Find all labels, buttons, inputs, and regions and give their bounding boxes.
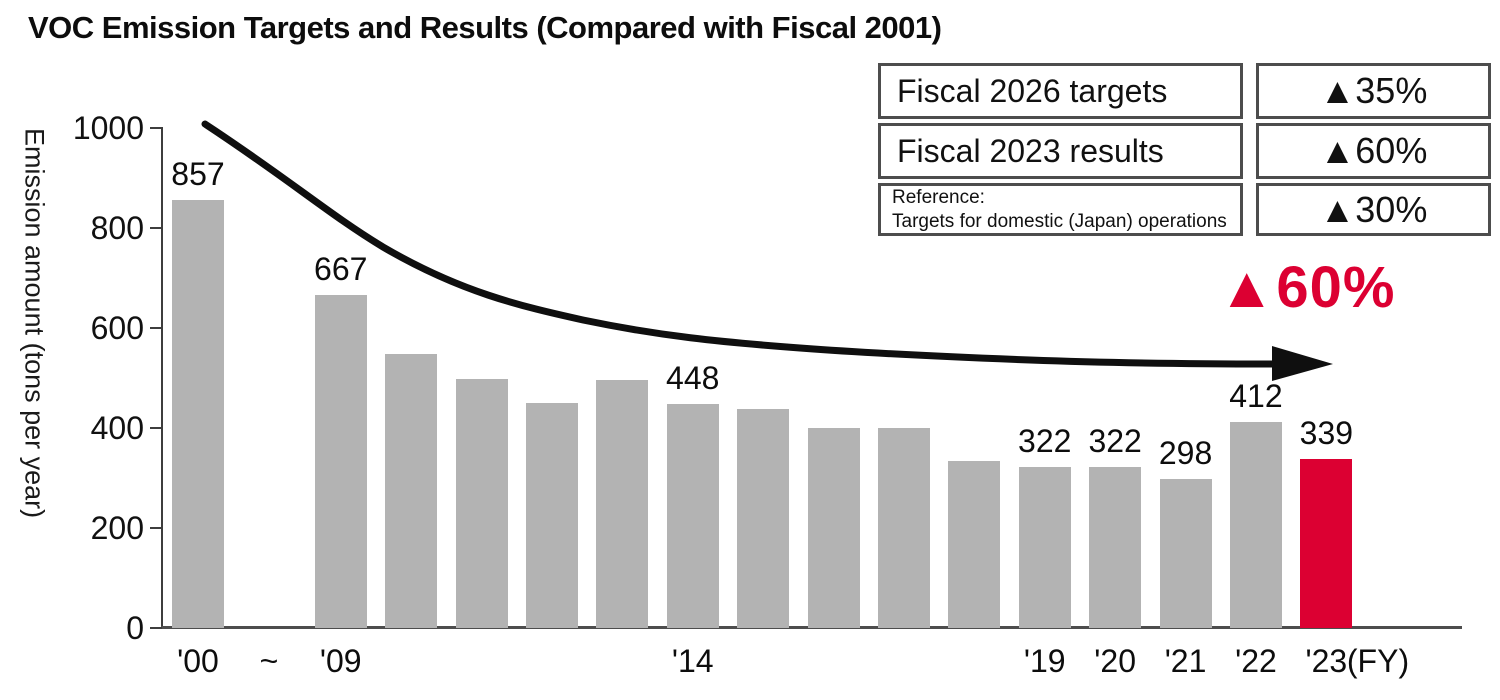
bar-value-label: 322	[1018, 423, 1072, 459]
bar-19	[1018, 467, 1071, 628]
table-value: ▲30%	[1256, 183, 1491, 236]
x-tick-label: '20	[1094, 643, 1136, 679]
y-tick-label: 0	[126, 610, 144, 646]
x-tick-label: '09	[319, 643, 362, 679]
x-tick-label: '00	[177, 643, 219, 679]
table-row-fiscal-2026-targets: Fiscal 2026 targets ▲35%	[878, 63, 1491, 119]
y-tick-label: 1000	[72, 110, 144, 146]
x-tick-label: '21	[1164, 643, 1207, 679]
x-axis-unit-label: (FY)	[1346, 643, 1410, 679]
axis-break-symbol: ~	[259, 643, 279, 679]
table-value: ▲35%	[1256, 63, 1491, 119]
bar-value-label: 298	[1158, 435, 1213, 471]
bar-16	[807, 428, 860, 628]
y-tick-mark	[150, 527, 162, 529]
reference-line2: Targets for domestic (Japan) operations	[892, 210, 1227, 232]
bar-00	[172, 199, 224, 628]
bar-11	[455, 379, 508, 628]
bar-21	[1159, 479, 1212, 628]
y-axis-line	[161, 127, 163, 629]
table-label: Reference: Targets for domestic (Japan) …	[878, 183, 1243, 236]
y-tick-label: 600	[90, 310, 144, 346]
result-highlight-percentage: ▲60%	[1218, 255, 1396, 320]
bar-15	[737, 409, 790, 628]
bar-value-label: 322	[1088, 423, 1142, 459]
y-tick-mark	[150, 227, 162, 229]
table-value: ▲60%	[1256, 123, 1491, 179]
bar-value-label: 412	[1229, 378, 1283, 414]
y-tick-mark	[150, 327, 162, 329]
table-label: Fiscal 2023 results	[878, 123, 1243, 179]
y-tick-mark	[150, 127, 162, 129]
reference-line1: Reference:	[892, 187, 985, 209]
y-tick-label: 200	[90, 510, 144, 546]
bar-10	[385, 354, 438, 628]
table-row-reference: Reference: Targets for domestic (Japan) …	[878, 183, 1491, 236]
bar-value-label: 857	[171, 155, 225, 192]
bar-20	[1089, 467, 1142, 628]
arrowhead-icon	[1272, 346, 1333, 381]
x-tick-label: '22	[1235, 643, 1277, 679]
x-tick-label: '19	[1023, 643, 1066, 679]
y-tick-label: 800	[90, 210, 144, 246]
bar-value-label: 339	[1299, 414, 1354, 451]
bar-22	[1229, 422, 1282, 628]
bar-14	[666, 404, 719, 628]
x-tick-label: '14	[671, 643, 714, 679]
bar-17	[877, 428, 930, 628]
y-tick-label: 400	[90, 410, 144, 446]
y-tick-mark	[150, 427, 162, 429]
bar-23	[1300, 458, 1353, 628]
bar-18	[948, 460, 1001, 628]
table-row-fiscal-2023-results: Fiscal 2023 results ▲60%	[878, 123, 1491, 179]
bar-value-label: 448	[666, 360, 720, 396]
chart-title: VOC Emission Targets and Results (Compar…	[28, 10, 942, 45]
targets-results-table: Fiscal 2026 targets ▲35% Fiscal 2023 res…	[878, 63, 1491, 236]
table-label: Fiscal 2026 targets	[878, 63, 1243, 119]
bar-12	[525, 403, 578, 628]
y-tick-mark	[150, 627, 162, 629]
bar-09	[314, 294, 367, 628]
bar-value-label: 667	[314, 250, 368, 287]
y-axis-title: Emission amount (tons per year)	[19, 128, 50, 519]
x-tick-label: '23	[1305, 643, 1348, 679]
bar-13	[596, 379, 649, 628]
